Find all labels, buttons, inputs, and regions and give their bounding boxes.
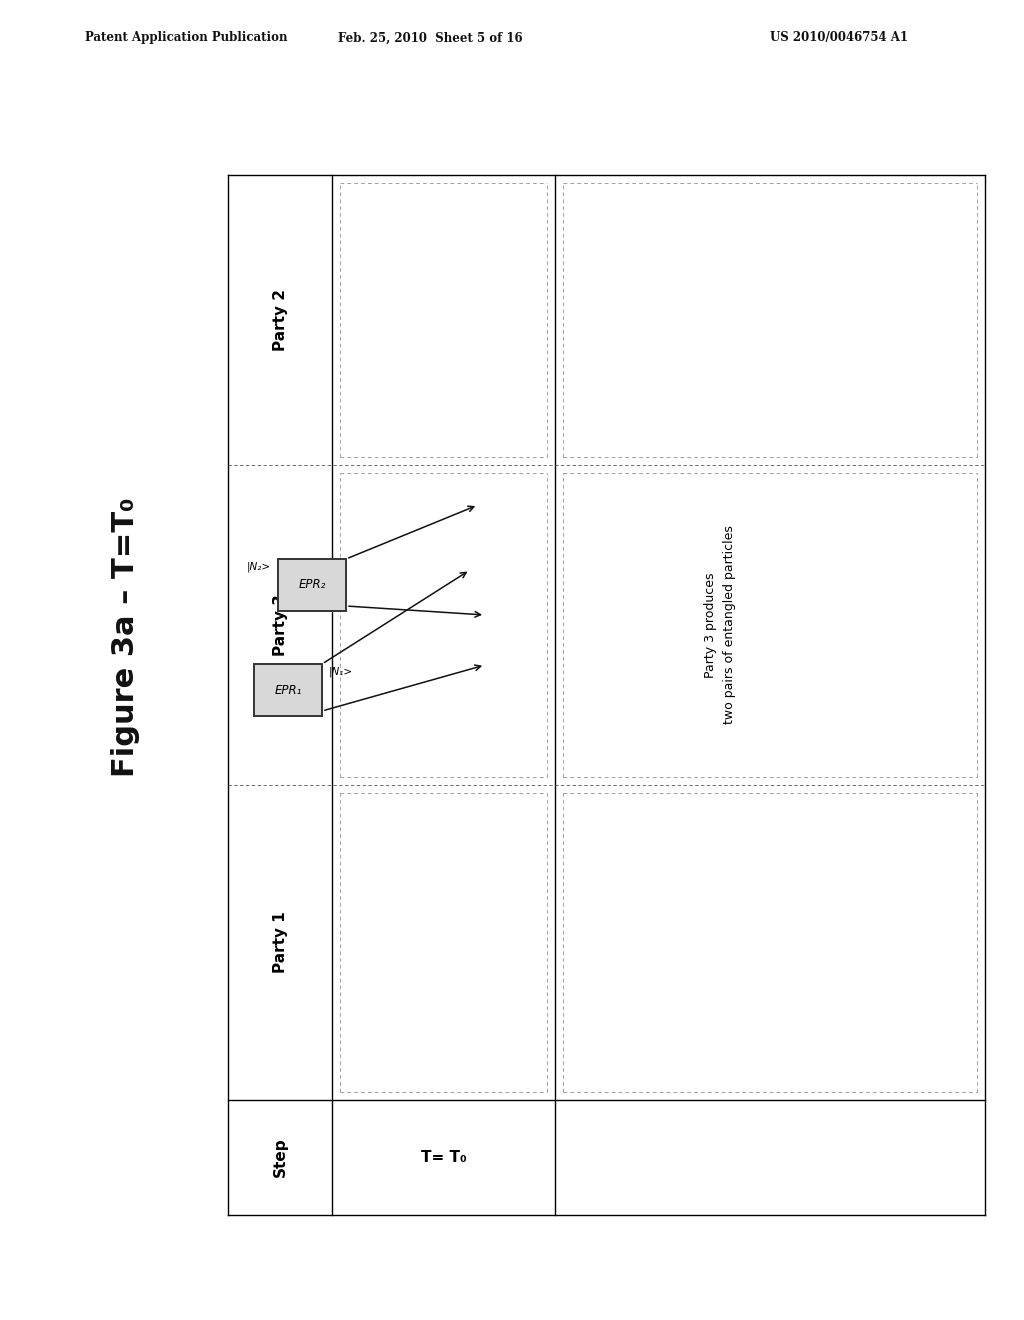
Text: Figure 3a – T=T₀: Figure 3a – T=T₀ [111, 498, 139, 777]
Bar [278, 558, 346, 611]
Bar [254, 664, 322, 715]
Text: |N₂>: |N₂> [247, 562, 271, 573]
Text: Party 3: Party 3 [272, 594, 288, 656]
Text: US 2010/0046754 A1: US 2010/0046754 A1 [770, 32, 908, 45]
Text: EPR₂: EPR₂ [298, 578, 326, 591]
Text: EPR₁: EPR₁ [274, 684, 302, 697]
Text: Party 1: Party 1 [272, 912, 288, 973]
Text: Party 2: Party 2 [272, 289, 288, 351]
Text: T= T₀: T= T₀ [421, 1150, 466, 1166]
Text: Party 3 produces
two pairs of entangled particles: Party 3 produces two pairs of entangled … [703, 525, 736, 725]
Text: |N₁>: |N₁> [329, 667, 353, 677]
Text: Feb. 25, 2010  Sheet 5 of 16: Feb. 25, 2010 Sheet 5 of 16 [338, 32, 522, 45]
Text: Patent Application Publication: Patent Application Publication [85, 32, 288, 45]
Text: Step: Step [272, 1138, 288, 1177]
